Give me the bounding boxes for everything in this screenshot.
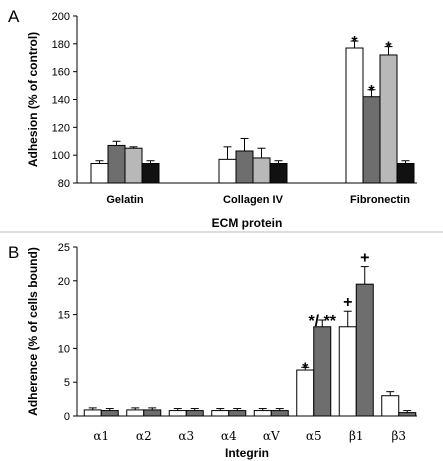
bar (141, 163, 160, 184)
x-tick-label: α1 (93, 429, 109, 443)
y-tick-label: 0 (64, 411, 70, 423)
bar (143, 409, 162, 417)
y-tick-label: 140 (52, 95, 70, 107)
bar (83, 409, 102, 417)
x-tick-label: αV (263, 429, 280, 443)
y-tick-label: 15 (58, 310, 70, 322)
bar (252, 157, 271, 184)
y-tick-label: 120 (52, 122, 70, 134)
significance-marker: */ ** (308, 313, 336, 330)
bar (124, 147, 143, 184)
y-axis-label: Adhesion (% of control) (26, 32, 40, 167)
bar (381, 395, 400, 417)
bar (185, 410, 204, 417)
significance-marker: * (351, 34, 358, 51)
x-tick-label: α3 (178, 429, 194, 443)
bar (100, 410, 119, 417)
y-tick-label: 180 (52, 39, 70, 51)
y-axis-label: Adherence (% of cells bound) (26, 247, 40, 416)
bar (218, 158, 237, 184)
significance-marker: * (385, 40, 392, 57)
bar (379, 54, 398, 184)
x-tick-label: α4 (221, 429, 237, 443)
x-tick-label: Gelatin (106, 194, 144, 206)
bar (168, 410, 187, 417)
panel-label: A (8, 7, 20, 26)
bar (362, 96, 381, 184)
x-tick-label: Fibronectin (350, 194, 410, 206)
panel-label: B (8, 243, 19, 262)
y-tick-label: 80 (58, 178, 70, 190)
bar (398, 412, 417, 417)
bar (211, 410, 230, 417)
y-tick-label: 25 (58, 242, 70, 254)
significance-marker: + (343, 294, 352, 311)
bar (107, 144, 126, 184)
bar (270, 410, 289, 417)
bar (253, 410, 272, 417)
x-tick-label: α5 (306, 429, 322, 443)
x-tick-label: Collagen IV (223, 194, 284, 206)
x-tick-label: β3 (391, 429, 406, 443)
x-axis-label: ECM protein (212, 216, 283, 230)
x-tick-label: α2 (136, 429, 152, 443)
bar (355, 283, 374, 417)
bar (345, 47, 364, 184)
bar (396, 163, 415, 184)
significance-marker: + (360, 250, 369, 267)
y-tick-label: 5 (64, 377, 70, 389)
x-tick-label: β1 (349, 429, 364, 443)
y-tick-label: 20 (58, 276, 70, 288)
y-tick-label: 200 (52, 11, 70, 23)
significance-marker: * (368, 83, 375, 100)
significance-marker: * (302, 360, 309, 377)
bar (228, 410, 247, 417)
bar (269, 163, 288, 184)
bar (338, 326, 357, 417)
bar (126, 409, 145, 417)
y-tick-label: 100 (52, 150, 70, 162)
bar (90, 163, 109, 184)
x-axis-label: Integrin (225, 446, 269, 460)
y-tick-label: 10 (58, 343, 70, 355)
y-tick-label: 160 (52, 67, 70, 79)
bar (313, 326, 332, 417)
bar (235, 150, 254, 184)
